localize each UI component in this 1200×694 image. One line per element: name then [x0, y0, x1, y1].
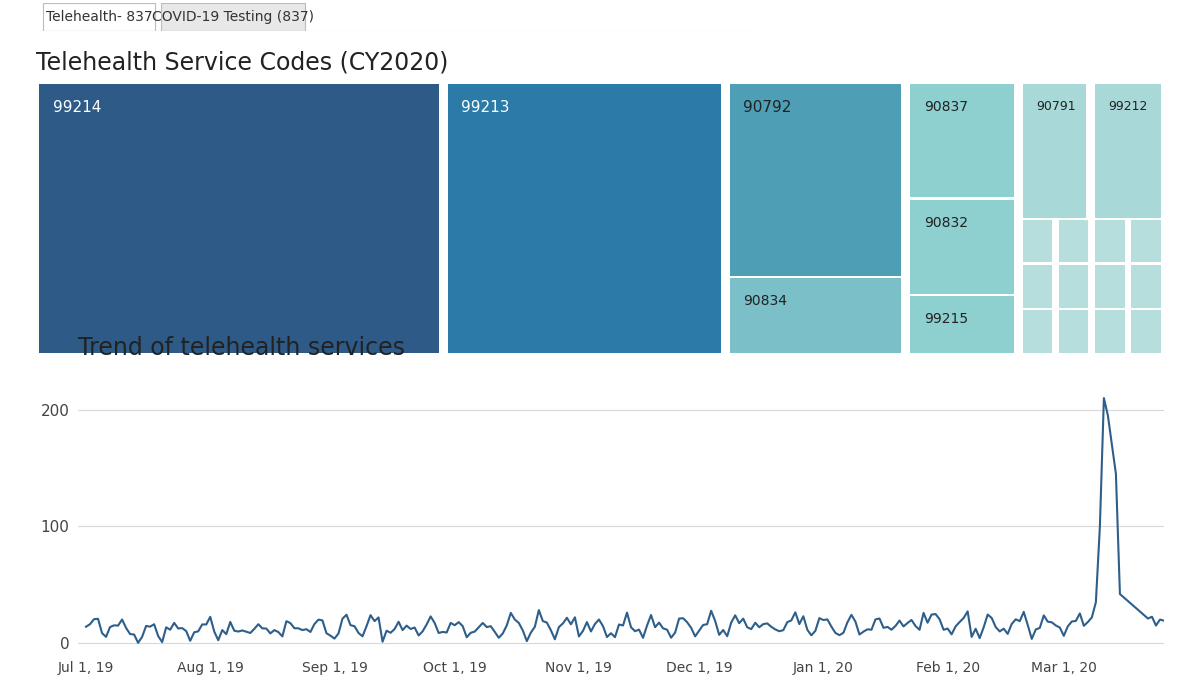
Bar: [1022, 84, 1086, 218]
Bar: [1022, 310, 1052, 353]
Bar: [911, 84, 1014, 198]
Bar: [1096, 84, 1160, 218]
Bar: [1132, 310, 1160, 353]
Text: Telehealth Service Codes (CY2020): Telehealth Service Codes (CY2020): [36, 50, 449, 74]
Text: 99215: 99215: [924, 312, 968, 326]
Bar: [1022, 220, 1052, 262]
Text: 99212: 99212: [1109, 101, 1148, 113]
Bar: [40, 84, 439, 353]
Bar: [1096, 310, 1124, 353]
Text: 90792: 90792: [743, 101, 792, 115]
FancyBboxPatch shape: [43, 3, 155, 31]
Text: 90834: 90834: [743, 294, 787, 308]
Bar: [1132, 264, 1160, 307]
Bar: [1060, 310, 1088, 353]
Bar: [1096, 264, 1124, 307]
Text: Telehealth- 837: Telehealth- 837: [46, 10, 152, 24]
Text: Trend of telehealth services: Trend of telehealth services: [78, 337, 406, 360]
Bar: [730, 278, 901, 353]
Text: 90791: 90791: [1037, 101, 1076, 113]
Text: 90837: 90837: [924, 101, 967, 115]
Bar: [1060, 220, 1088, 262]
Bar: [911, 200, 1014, 294]
FancyBboxPatch shape: [161, 3, 305, 31]
Text: 99213: 99213: [461, 101, 510, 115]
Bar: [1022, 264, 1052, 307]
Bar: [911, 296, 1014, 353]
Text: COVID-19 Testing (837): COVID-19 Testing (837): [151, 10, 313, 24]
Bar: [1096, 220, 1124, 262]
Bar: [448, 84, 721, 353]
Text: 99214: 99214: [53, 101, 101, 115]
Bar: [1060, 264, 1088, 307]
Text: 90832: 90832: [924, 216, 967, 230]
Bar: [1132, 220, 1160, 262]
Bar: [730, 84, 901, 276]
